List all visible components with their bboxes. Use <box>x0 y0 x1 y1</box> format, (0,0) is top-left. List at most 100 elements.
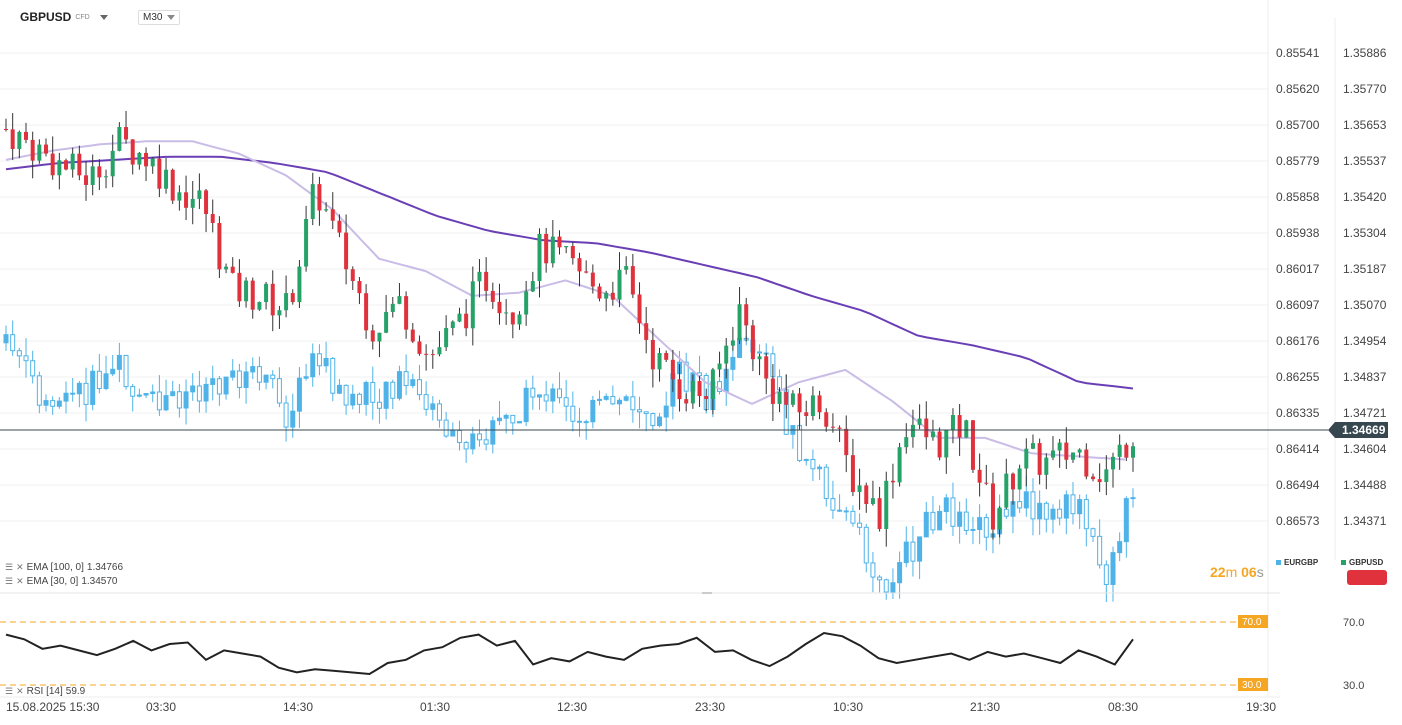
time-axis-label: 12:30 <box>557 700 587 714</box>
gbpusd-candle <box>477 271 482 282</box>
menu-icon[interactable]: ☰ <box>5 686 14 696</box>
gbpusd-candle <box>590 272 595 287</box>
gbpusd-candle <box>244 280 249 302</box>
eurgbp-candle <box>230 370 236 378</box>
eurgbp-candle <box>923 511 929 538</box>
close-icon[interactable]: ✕ <box>16 576 24 586</box>
eurgbp-candle <box>717 381 723 392</box>
ema100-line <box>5 155 1134 390</box>
gbpusd-candle <box>637 294 642 324</box>
eurgbp-axis-label: 0.86573 <box>1276 514 1320 528</box>
eurgbp-candle <box>430 403 436 410</box>
gbpusd-candle <box>670 359 675 380</box>
gbpusd-candle <box>710 369 715 400</box>
gbpusd-candle <box>104 176 109 178</box>
gbpusd-candle <box>997 507 1002 530</box>
eurgbp-candle <box>1017 501 1023 509</box>
legend-eurgbp[interactable]: EURGBP <box>1276 558 1318 567</box>
gbpusd-candle <box>144 152 149 167</box>
eurgbp-candle <box>403 371 409 387</box>
eurgbp-candle <box>396 371 402 399</box>
legend-swatch <box>1276 560 1281 565</box>
eurgbp-candle <box>637 409 643 413</box>
eurgbp-candle <box>503 414 509 419</box>
sell-button[interactable] <box>1347 570 1387 585</box>
gbpusd-candle <box>784 391 789 405</box>
gbpusd-candle <box>204 190 209 215</box>
eurgbp-candle <box>123 354 129 388</box>
gbpusd-candle <box>270 283 275 316</box>
eurgbp-candle <box>250 366 256 373</box>
gbpusd-candle <box>470 281 475 329</box>
gbpusd-candle <box>737 304 742 341</box>
time-axis-label: 03:30 <box>146 700 176 714</box>
eurgbp-axis-label: 0.86414 <box>1276 442 1320 456</box>
eurgbp-candle <box>617 399 623 405</box>
indicator-rsi[interactable]: ☰ ✕ RSI [14] 59.9 <box>5 686 85 697</box>
gbpusd-candle <box>557 236 562 248</box>
eurgbp-candle <box>110 368 116 375</box>
eurgbp-candle <box>850 510 856 524</box>
gbpusd-candle <box>830 426 835 428</box>
gbpusd-candle <box>424 353 429 355</box>
gbpusd-candle <box>730 340 735 346</box>
gbpusd-candle <box>217 223 222 270</box>
gbpusd-candle <box>510 312 515 325</box>
gbpusd-candle <box>137 152 142 165</box>
gbpusd-candle <box>804 412 809 417</box>
eurgbp-candle <box>563 397 569 407</box>
time-axis-label: 01:30 <box>420 700 450 714</box>
gbpusd-candle <box>257 302 262 310</box>
menu-icon[interactable]: ☰ <box>5 562 14 572</box>
timeframe-select[interactable]: M30 <box>138 10 180 25</box>
gbpusd-candle <box>484 271 489 291</box>
eurgbp-candle <box>83 382 89 405</box>
gbpusd-candle <box>877 498 882 529</box>
gbpusd-candle <box>517 314 522 325</box>
gbpusd-candle <box>224 266 229 270</box>
current-price-label: 1.34669 <box>1328 422 1388 438</box>
symbol-selector[interactable]: GBPUSD CFD <box>20 10 108 24</box>
eurgbp-candle <box>470 433 476 450</box>
chevron-down-icon[interactable] <box>99 14 108 20</box>
gbpusd-candle <box>44 144 49 154</box>
eurgbp-axis-label: 0.86097 <box>1276 298 1320 312</box>
gbpusd-candle <box>397 296 402 304</box>
eurgbp-candle <box>603 395 609 400</box>
eurgbp-candle <box>1063 494 1069 519</box>
gbpusd-candle <box>970 420 975 470</box>
gbpusd-candle <box>744 304 749 326</box>
gbpusd-candle <box>10 129 15 150</box>
gbpusd-candle <box>904 437 909 448</box>
eurgbp-candle <box>950 497 956 527</box>
gbpusd-candle <box>1037 443 1042 475</box>
eurgbp-candle <box>1070 494 1076 515</box>
gbpusd-candle <box>90 166 95 185</box>
eurgbp-candle <box>390 381 396 399</box>
rsi-upper-label: 70.0 <box>1242 617 1262 628</box>
chart-grid <box>0 0 1336 697</box>
eurgbp-candle <box>857 522 863 528</box>
indicator-ema30[interactable]: ☰ ✕ EMA [30, 0] 1.34570 <box>5 576 117 587</box>
gbpusd-candle <box>1010 473 1015 490</box>
gbpusd-candle <box>777 391 782 404</box>
indicator-ema100[interactable]: ☰ ✕ EMA [100, 0] 1.34766 <box>5 562 123 573</box>
gbpusd-candle <box>597 286 602 299</box>
eurgbp-candle <box>263 374 269 383</box>
close-icon[interactable]: ✕ <box>16 686 24 696</box>
eurgbp-series <box>3 320 1136 603</box>
eurgbp-candle <box>490 420 496 445</box>
gbpusd-candle <box>357 281 362 294</box>
legend-gbpusd[interactable]: GBPUSD <box>1341 558 1383 567</box>
close-icon[interactable]: ✕ <box>16 562 24 572</box>
gbpusd-candle <box>864 485 869 504</box>
gbpusd-candle <box>17 131 22 150</box>
indicator-value: 1.34766 <box>86 562 124 573</box>
menu-icon[interactable]: ☰ <box>5 576 14 586</box>
gbpusd-candle <box>897 447 902 483</box>
eurgbp-candle <box>757 351 763 354</box>
gbpusd-candle <box>544 233 549 264</box>
gbpusd-candle <box>57 160 62 176</box>
gbpusd-candle <box>1044 457 1049 475</box>
